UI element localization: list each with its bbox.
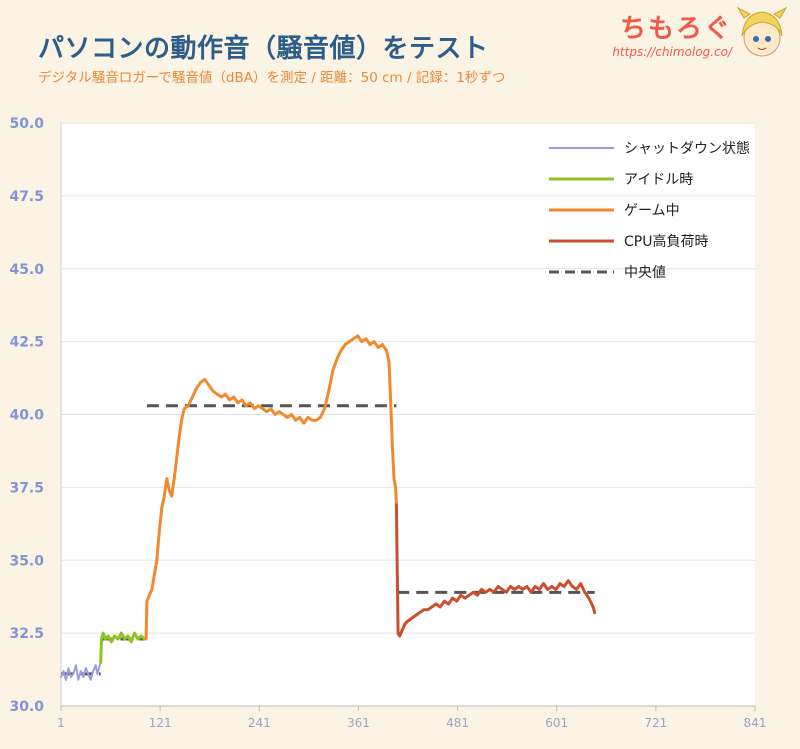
y-tick-label: 47.5 [9, 189, 44, 205]
series-line-2 [144, 334, 398, 641]
x-tick-label: 721 [644, 716, 667, 730]
brand-name: ちもろぐ [619, 14, 732, 44]
x-tick-label: 481 [446, 716, 469, 730]
y-tick-label: 50.0 [9, 116, 44, 132]
series-lines [60, 334, 597, 681]
y-tick-label: 32.5 [9, 626, 44, 642]
x-tick-label: 121 [149, 716, 172, 730]
legend-label-3: CPU高負荷時 [624, 233, 708, 250]
mascot-icon [736, 6, 788, 57]
x-tick-label: 241 [248, 716, 271, 730]
grid-lines [60, 122, 755, 707]
brand-url: https://chimolog.co/ [612, 45, 732, 59]
y-tick-label: 35.0 [9, 553, 44, 569]
x-tick-label: 1 [57, 716, 65, 730]
legend-label-2: ゲーム中 [624, 203, 680, 219]
series-line-1 [99, 631, 148, 664]
series-line-3 [394, 503, 597, 638]
y-tick-label: 30.0 [9, 699, 44, 715]
x-tick-label: 361 [347, 716, 370, 730]
legend-label-4: 中央値 [624, 265, 666, 281]
x-tick-labels: 1 121 241 361 481 601 721 841 [57, 706, 766, 730]
y-tick-label: 37.5 [9, 480, 44, 496]
page-title: パソコンの動作音（騒音値）をテスト [38, 34, 489, 64]
y-tick-label: 40.0 [9, 408, 44, 424]
x-tick-label: 841 [744, 716, 767, 730]
legend-label-0: シャットダウン状態 [624, 141, 750, 157]
series-line-0 [60, 661, 102, 681]
legend-label-1: アイドル時 [624, 172, 693, 188]
brand-block: ちもろぐ https://chimolog.co/ [612, 8, 732, 59]
page-subtitle: デジタル騒音ロガーで騒音値（dBA）を測定 / 距離：50 cm / 記録：1秒… [38, 70, 506, 86]
y-tick-label: 42.5 [9, 335, 44, 351]
x-tick-label: 601 [545, 716, 568, 730]
y-tick-labels: 30.0 32.5 35.0 37.5 40.0 42.5 45.0 47.5 50.0 [9, 116, 44, 715]
y-tick-label: 45.0 [9, 262, 44, 278]
